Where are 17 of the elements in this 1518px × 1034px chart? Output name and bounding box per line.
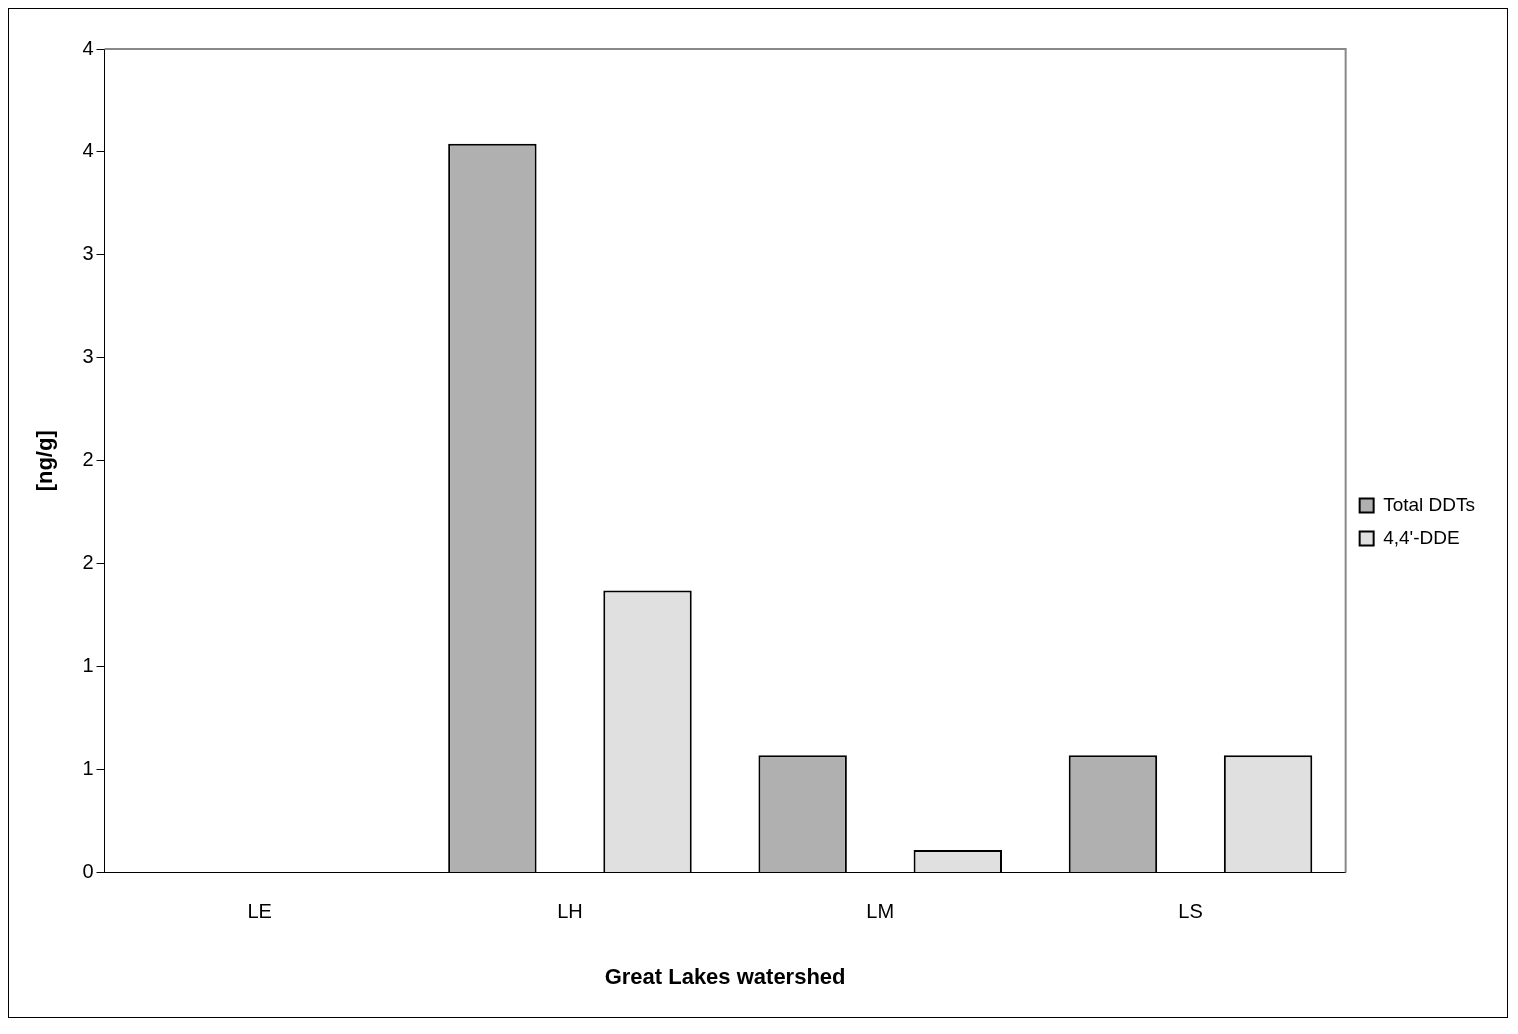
y-tick-label: 0 — [82, 860, 94, 883]
y-tick-label: 4 — [82, 36, 94, 59]
legend-label: Total DDTs — [1383, 493, 1475, 515]
x-tick-label: LE — [247, 900, 272, 923]
y-tick-label: 3 — [82, 345, 94, 368]
y-tick-label: 4 — [82, 139, 94, 162]
legend-label: 4,4'-DDE — [1383, 526, 1460, 548]
x-tick-label: LM — [866, 900, 895, 923]
y-tick-label: 2 — [82, 551, 94, 574]
x-tick-label: LS — [1178, 900, 1203, 923]
y-tick-label: 3 — [82, 242, 94, 265]
y-tick-label: 2 — [82, 448, 94, 471]
x-axis-title: Great Lakes watershed — [604, 963, 846, 989]
y-axis-title: [ng/g] — [32, 430, 58, 492]
x-tick-label: LH — [557, 900, 583, 923]
y-tick-label: 1 — [82, 654, 94, 677]
y-tick-label: 1 — [82, 757, 94, 780]
